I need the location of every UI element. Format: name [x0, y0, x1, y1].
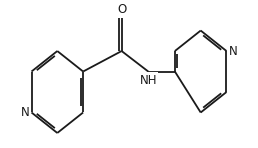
Text: N: N — [229, 45, 237, 58]
Text: NH: NH — [140, 74, 157, 87]
Text: N: N — [21, 106, 29, 119]
Text: O: O — [117, 3, 126, 16]
